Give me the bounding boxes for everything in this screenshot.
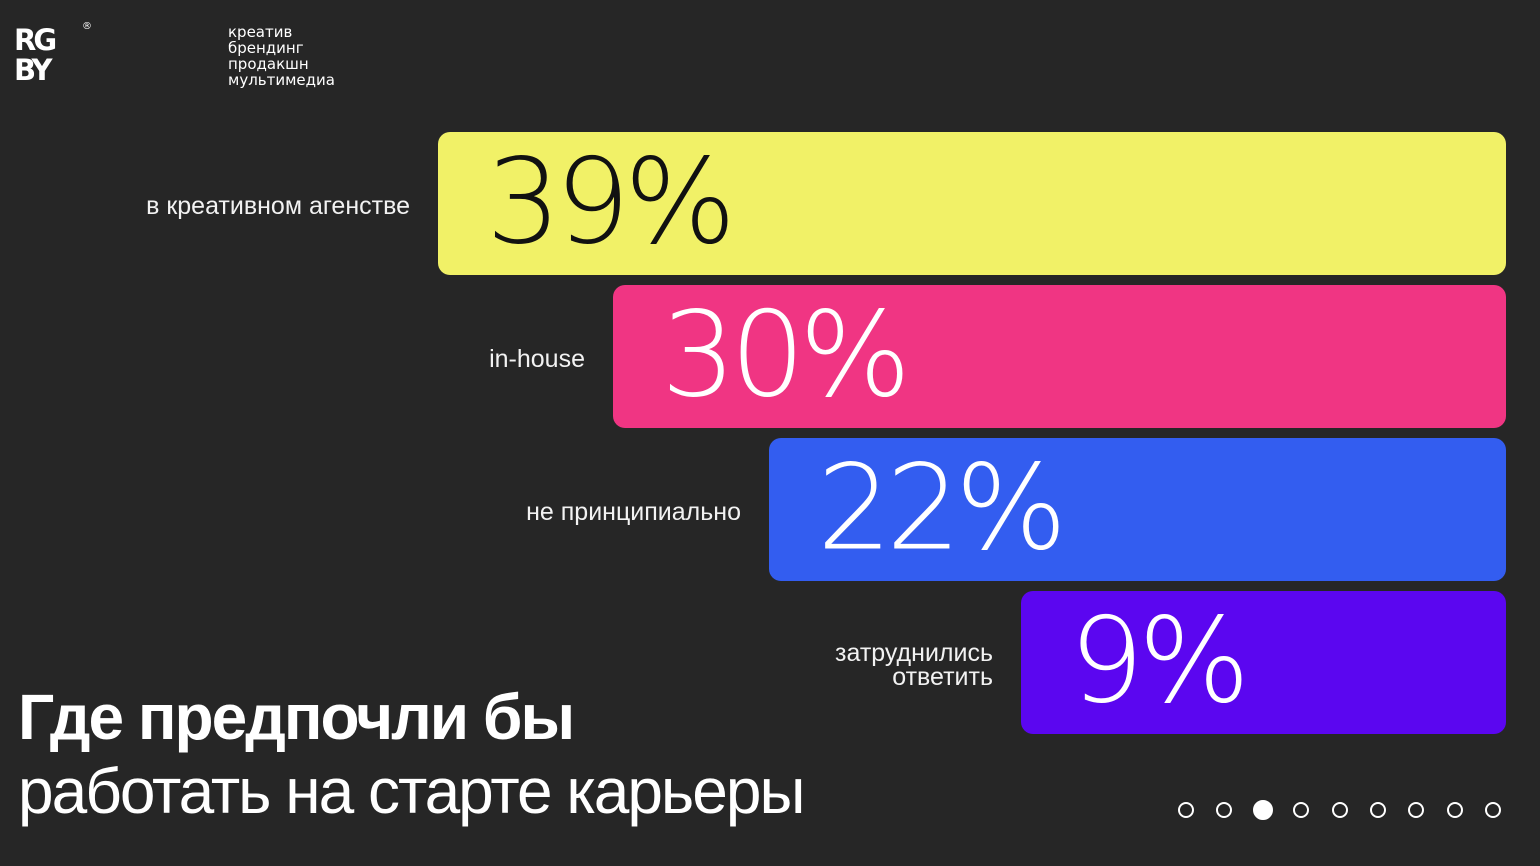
page-title: Где предпочли бы работать на старте карь… bbox=[18, 680, 805, 828]
title-line-1: Где предпочли бы bbox=[18, 681, 575, 753]
bar-3: 22% bbox=[769, 438, 1506, 581]
category-label: затруднились ответить bbox=[835, 639, 993, 691]
pager-dot[interactable] bbox=[1178, 802, 1194, 818]
brand-tagline: креатив брендинг продакшн мультимедиа bbox=[228, 24, 335, 88]
pager-dot[interactable] bbox=[1408, 802, 1425, 818]
tagline-line: продакшн bbox=[228, 55, 309, 73]
category-label: не принципиально bbox=[526, 498, 741, 526]
bar-value-label: 22% bbox=[817, 438, 1067, 577]
brand-logo: RG BY ® bbox=[14, 22, 94, 90]
pager-dot[interactable] bbox=[1293, 802, 1310, 818]
category-label: в креативном агенстве bbox=[146, 192, 410, 220]
pager-dot[interactable] bbox=[1485, 802, 1502, 818]
category-label-line: не принципиально bbox=[526, 498, 741, 526]
category-label-line: затруднились bbox=[835, 639, 993, 667]
category-label: in-house bbox=[489, 345, 585, 373]
bar-value-label: 30% bbox=[661, 285, 911, 424]
category-label-line: ответить bbox=[892, 663, 993, 691]
tagline-line: брендинг bbox=[228, 39, 304, 57]
bar-value-label: 9% bbox=[1069, 591, 1250, 730]
bar-value-label: 39% bbox=[486, 132, 736, 271]
pager-dot[interactable] bbox=[1446, 802, 1463, 818]
slide-pager bbox=[1178, 800, 1508, 824]
logo-line-1: RG bbox=[14, 23, 57, 57]
logo-line-2: BY bbox=[14, 53, 52, 87]
pager-dot[interactable] bbox=[1216, 802, 1233, 818]
tagline-line: мультимедиа bbox=[228, 71, 335, 89]
bar-2: 30% bbox=[613, 285, 1506, 428]
pager-dot[interactable] bbox=[1370, 802, 1386, 818]
tagline-line: креатив bbox=[228, 23, 293, 41]
pager-dot[interactable] bbox=[1331, 802, 1348, 818]
bar-4: 9% bbox=[1021, 591, 1506, 734]
title-line-2: работать на старте карьеры bbox=[18, 755, 805, 827]
category-label-line: in-house bbox=[489, 345, 585, 373]
bar-1: 39% bbox=[438, 132, 1506, 275]
registered-mark: ® bbox=[82, 21, 92, 32]
pager-dot-active[interactable] bbox=[1252, 800, 1273, 820]
category-label-line: в креативном агенстве bbox=[146, 192, 410, 220]
